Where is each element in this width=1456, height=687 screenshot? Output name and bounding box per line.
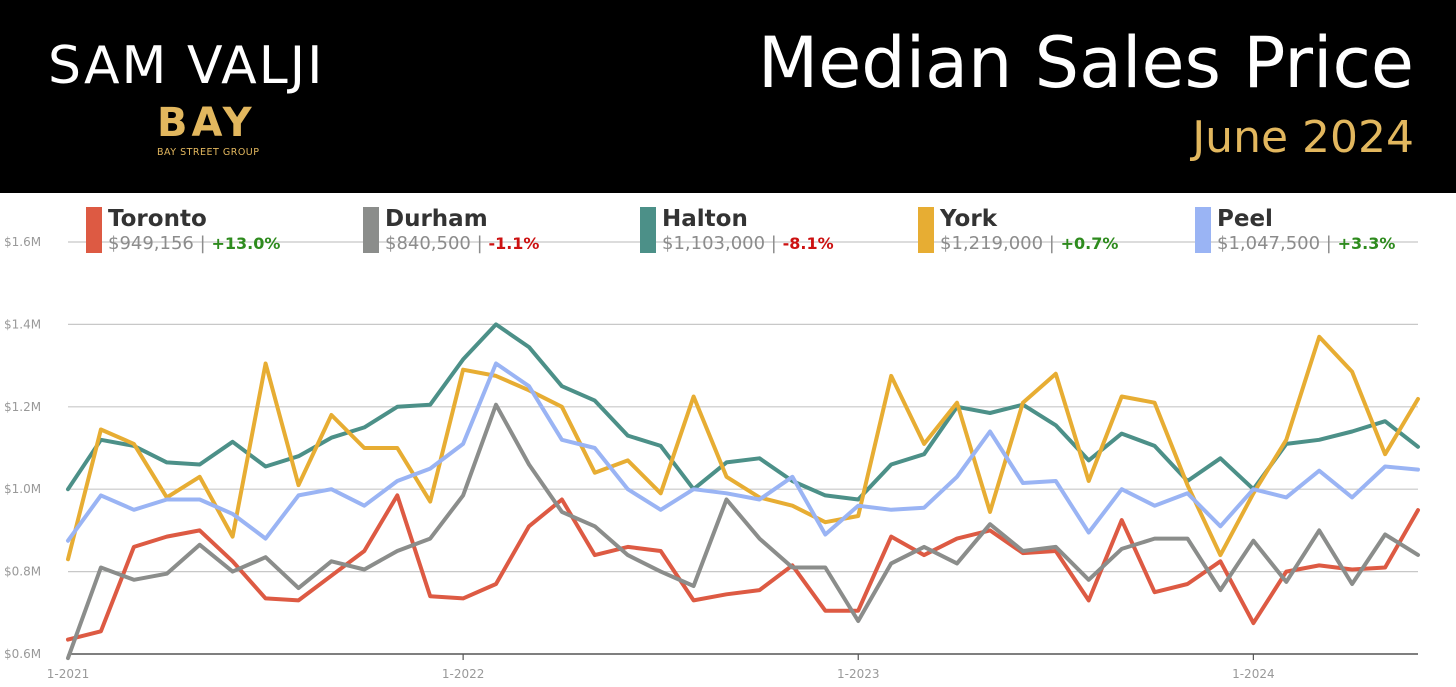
y-tick-label: $1.0M: [4, 482, 41, 496]
legend-change-york: +0.7%: [1060, 234, 1119, 253]
legend-stats-toronto: $949,156 | +13.0%: [108, 233, 280, 254]
grid-lines: [68, 241, 1418, 655]
x-tick-label: 1-2024: [1232, 667, 1275, 681]
y-tick-label: $1.6M: [4, 235, 41, 249]
series-line-toronto: [66, 493, 1420, 642]
legend-swatch-toronto: [86, 207, 102, 253]
y-axis-labels: $0.6M $0.8M $1.0M $1.2M $1.4M $1.6M: [4, 235, 41, 661]
y-tick-label: $0.6M: [4, 647, 41, 661]
legend-separator: |: [199, 233, 206, 254]
chart-subtitle: June 2024: [1192, 112, 1414, 163]
legend-price-peel: $1,047,500: [1217, 233, 1321, 254]
series-line-durham: [66, 402, 1420, 661]
legend-stats-peel: $1,047,500 | +3.3%: [1217, 233, 1395, 254]
legend-stats-halton: $1,103,000 | -8.1%: [662, 233, 834, 254]
x-tick-label: 1-2021: [47, 667, 90, 681]
legend-swatch-halton: [640, 207, 656, 253]
legend-swatch-peel: [1195, 207, 1211, 253]
legend-name-toronto: Toronto: [108, 206, 207, 232]
legend-change-durham: -1.1%: [488, 234, 540, 253]
y-tick-label: $0.8M: [4, 565, 41, 579]
x-axis-labels: 1-2021 1-2022 1-2023 1-2024: [47, 654, 1275, 681]
legend-separator: |: [476, 233, 483, 254]
x-tick-label: 1-2022: [442, 667, 485, 681]
legend-separator: |: [1048, 233, 1055, 254]
legend-swatch-durham: [363, 207, 379, 253]
legend-name-peel: Peel: [1217, 206, 1273, 232]
header-banner: SAM VALJI BAY BAY STREET GROUP Median Sa…: [0, 0, 1456, 193]
legend-change-halton: -8.1%: [782, 234, 834, 253]
legend-name-halton: Halton: [662, 206, 748, 232]
brand-logo: BAY: [157, 100, 256, 146]
legend-stats-durham: $840,500 | -1.1%: [385, 233, 539, 254]
legend-swatch-york: [918, 207, 934, 253]
legend-price-halton: $1,103,000: [662, 233, 766, 254]
series-lines: [66, 322, 1420, 661]
legend-name-york: York: [940, 206, 997, 232]
series-line-halton: [66, 322, 1420, 502]
y-tick-label: $1.4M: [4, 317, 41, 331]
brand-name: SAM VALJI: [48, 36, 325, 96]
series-line-york: [66, 334, 1420, 562]
legend-change-toronto: +13.0%: [211, 234, 281, 253]
series-line-peel: [66, 361, 1420, 543]
legend-price-york: $1,219,000: [940, 233, 1044, 254]
legend-separator: |: [1325, 233, 1332, 254]
x-tick-label: 1-2023: [837, 667, 880, 681]
legend-change-peel: +3.3%: [1337, 234, 1396, 253]
legend-name-durham: Durham: [385, 206, 488, 232]
legend-price-toronto: $949,156: [108, 233, 194, 254]
y-tick-label: $1.2M: [4, 400, 41, 414]
legend-price-durham: $840,500: [385, 233, 471, 254]
legend-stats-york: $1,219,000 | +0.7%: [940, 233, 1118, 254]
legend-separator: |: [770, 233, 777, 254]
brand-subtitle: BAY STREET GROUP: [157, 147, 260, 158]
chart-title: Median Sales Price: [757, 22, 1414, 104]
